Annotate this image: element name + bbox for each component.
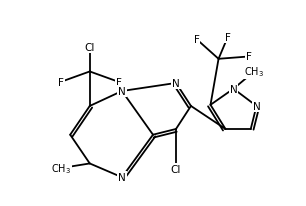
Text: N: N (172, 78, 180, 89)
Text: N: N (253, 102, 260, 111)
Text: F: F (58, 77, 64, 87)
Text: F: F (245, 52, 252, 62)
Text: N: N (230, 84, 237, 94)
Text: N: N (118, 172, 126, 182)
Text: Cl: Cl (84, 43, 95, 53)
Text: F: F (194, 35, 200, 45)
Text: F: F (225, 33, 231, 43)
Text: N: N (118, 87, 126, 97)
Text: F: F (116, 77, 121, 87)
Text: CH$_3$: CH$_3$ (244, 65, 264, 79)
Text: CH$_3$: CH$_3$ (51, 161, 71, 175)
Text: Cl: Cl (171, 164, 181, 174)
